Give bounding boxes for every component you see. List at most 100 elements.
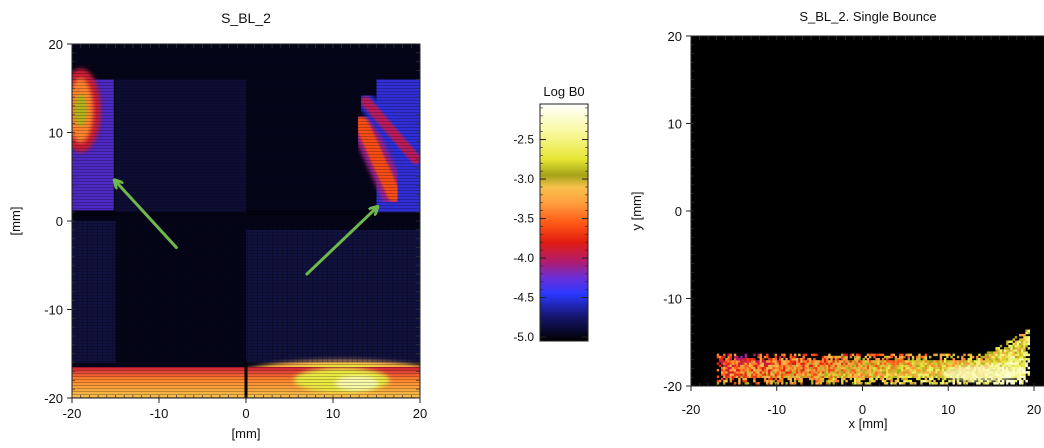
footprint-pixel (995, 360, 998, 363)
footprint-pixel (858, 355, 861, 359)
footprint-pixel (733, 375, 737, 378)
footprint-pixel (806, 362, 810, 365)
footprint-pixel (757, 375, 760, 378)
footprint-pixel (742, 360, 745, 363)
footprint-pixel (905, 364, 908, 368)
footprint-pixel (830, 358, 833, 361)
footprint-pixel (721, 377, 724, 381)
footprint-pixel (958, 362, 962, 365)
footprint-pixel (1008, 360, 1011, 363)
footprint-pixel (931, 360, 934, 363)
footprint-pixel (759, 366, 763, 370)
footprint-pixel (851, 364, 855, 368)
footprint-pixel (892, 362, 895, 365)
footprint-pixel (776, 371, 780, 374)
colorbar: Log B0 -2.5-3.0-3.5-4.0-4.5-5.0 (513, 84, 589, 344)
footprint-pixel (866, 368, 870, 372)
footprint-pixel (886, 366, 889, 370)
footprint-pixel (952, 353, 955, 357)
footprint-pixel (796, 375, 799, 378)
footprint-pixel (877, 358, 880, 361)
footprint-pixel (894, 368, 898, 372)
footprint-pixel (766, 360, 769, 363)
footprint-pixel (1012, 355, 1016, 359)
footprint-pixel (798, 368, 801, 372)
footprint-pixel (793, 377, 797, 381)
footprint-pixel (804, 368, 808, 372)
footprint-pixel (937, 360, 940, 363)
footprint-pixel (853, 373, 857, 376)
footprint-pixel (1018, 347, 1022, 350)
footprint-pixel (793, 373, 797, 376)
footprint-pixel (841, 379, 844, 383)
footprint-pixel (969, 362, 973, 365)
footprint-pixel (976, 358, 979, 361)
left-plot-title: S_BL_2 (221, 10, 271, 26)
footprint-pixel (761, 373, 765, 376)
footprint-pixel (868, 371, 872, 374)
footprint-pixel (873, 364, 876, 368)
footprint-pixel (834, 377, 838, 381)
footprint-pixel (866, 362, 870, 365)
footprint-pixel (993, 355, 996, 359)
footprint-pixel (907, 368, 910, 372)
footprint-pixel (789, 353, 793, 357)
footprint-pixel (988, 353, 992, 357)
footprint-pixel (725, 362, 728, 365)
footprint-pixel (1023, 366, 1026, 370)
footprint-pixel (740, 362, 743, 365)
footprint-pixel (761, 360, 765, 363)
footprint-pixel (802, 371, 805, 374)
x-tick-label: 0 (859, 402, 866, 417)
footprint-pixel (888, 375, 891, 378)
footprint-pixel (798, 379, 801, 383)
footprint-pixel (888, 373, 891, 376)
footprint-pixel (787, 362, 790, 365)
footprint-pixel (806, 371, 810, 374)
footprint-pixel (1006, 340, 1009, 343)
footprint-pixel (999, 362, 1003, 365)
footprint-pixel (873, 379, 876, 383)
footprint-pixel (834, 355, 838, 359)
footprint-pixel (1021, 379, 1024, 383)
footprint-pixel (997, 364, 1000, 368)
footprint-pixel (1001, 379, 1005, 383)
footprint-pixel (813, 377, 816, 381)
footprint-pixel (716, 362, 720, 365)
footprint-pixel (856, 360, 859, 363)
footprint-pixel (939, 360, 943, 363)
footprint-pixel (729, 353, 733, 357)
footprint-pixel (922, 364, 925, 368)
footprint-pixel (860, 375, 863, 378)
footprint-pixel (920, 366, 923, 370)
footprint-pixel (909, 366, 913, 370)
footprint-pixel (1021, 375, 1024, 378)
footprint-pixel (736, 362, 739, 365)
footprint-pixel (744, 353, 748, 357)
footprint-pixel (858, 353, 861, 357)
footprint-pixel (748, 366, 752, 370)
footprint-pixel (751, 366, 754, 370)
footprint-pixel (738, 364, 741, 368)
footprint-pixel (956, 379, 960, 383)
footprint-pixel (952, 364, 955, 368)
footprint-pixel (916, 371, 919, 374)
footprint-pixel (999, 364, 1003, 368)
footprint-pixel (823, 375, 827, 378)
footprint-pixel (843, 360, 846, 363)
footprint-pixel (849, 355, 853, 359)
footprint-pixel (875, 373, 878, 376)
footprint-pixel (866, 366, 870, 370)
footprint-pixel (896, 364, 900, 368)
footprint-pixel (815, 362, 818, 365)
footprint-pixel (950, 364, 953, 368)
footprint-pixel (916, 375, 919, 378)
footprint-pixel (1021, 362, 1024, 365)
footprint-pixel (1014, 353, 1018, 357)
footprint-pixel (1016, 355, 1020, 359)
footprint-pixel (841, 360, 844, 363)
colorbar-title: Log B0 (543, 84, 584, 99)
footprint-pixel (886, 360, 889, 363)
footprint-pixel (886, 364, 889, 368)
footprint-pixel (716, 382, 720, 385)
